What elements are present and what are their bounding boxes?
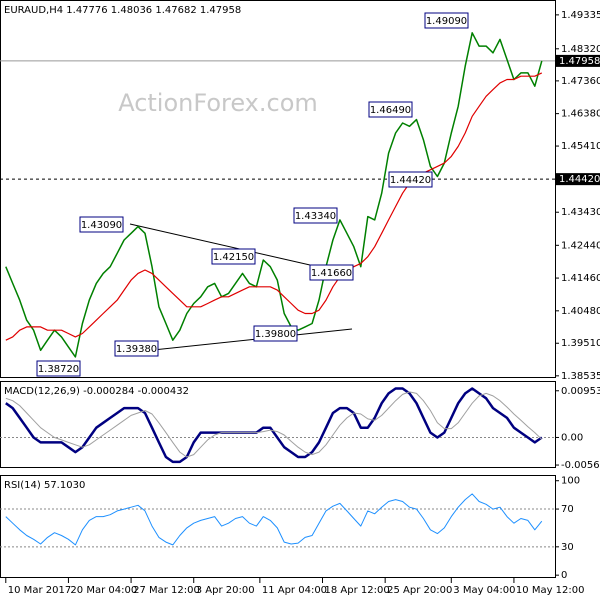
- annotation: 1.49090: [426, 16, 467, 27]
- annotation: 1.42150: [213, 252, 254, 263]
- x-tick-label: 3 Apr 20:00: [196, 585, 255, 596]
- x-tick-label: 27 Mar 12:00: [133, 585, 200, 596]
- series-line: [5, 493, 543, 546]
- annotation: 1.46490: [370, 105, 411, 116]
- series-line: [5, 32, 543, 358]
- price-tag: [556, 173, 600, 186]
- annotation-box: [114, 340, 159, 357]
- price-tag-label: 1.44420: [559, 174, 600, 185]
- series-line: [5, 391, 543, 458]
- series-line: [5, 387, 543, 464]
- annotation: 1.39800: [255, 329, 296, 340]
- y-tick-label: 1.45410: [561, 141, 600, 152]
- annotation: 1.44420: [390, 175, 431, 186]
- y-tick-label: 1.43430: [561, 207, 600, 218]
- y-tick-label: 70: [561, 504, 574, 515]
- annotation-box: [424, 12, 469, 29]
- y-tick-label: 1.41460: [561, 273, 600, 284]
- x-tick-label: 20 Mar 04:00: [70, 585, 137, 596]
- annotation: 1.39380: [116, 344, 157, 355]
- panel-frame: [0, 0, 556, 378]
- panel-title: EURAUD,H4 1.47776 1.48036 1.47682 1.4795…: [4, 5, 241, 16]
- y-tick-label: 30: [561, 542, 574, 553]
- y-tick-label: 1.42440: [561, 240, 600, 251]
- y-tick-label: 1.46380: [561, 109, 600, 120]
- price-tag-label: 1.47958: [559, 56, 600, 67]
- annotation-box: [211, 248, 256, 265]
- y-tick-label: 100: [561, 476, 580, 487]
- annotation-box: [368, 101, 413, 118]
- x-tick-label: 10 Mar 2017: [8, 585, 71, 596]
- annotation: 1.38720: [38, 364, 79, 375]
- y-tick-label: 1.40480: [561, 306, 600, 317]
- x-tick-label: 10 May 12:00: [516, 585, 585, 596]
- y-tick-label: 1.39510: [561, 338, 600, 349]
- panel-frame: [0, 381, 556, 468]
- y-tick-label: 1.38535: [561, 371, 600, 382]
- panel-title: RSI(14) 57.1030: [4, 480, 85, 491]
- y-tick-label: 0.009538: [561, 386, 600, 397]
- annotation-box: [253, 325, 298, 342]
- x-tick-label: 18 Apr 12:00: [325, 585, 390, 596]
- y-tick-label: -0.005637: [561, 460, 600, 471]
- x-tick-label: 25 Apr 20:00: [387, 585, 452, 596]
- annotation-box: [388, 171, 433, 188]
- y-tick-label: 0.00: [561, 432, 583, 443]
- panel-title: MACD(12,26,9) -0.000284 -0.000432: [4, 386, 189, 397]
- y-tick-label: 1.49335: [561, 10, 600, 21]
- x-tick-label: 3 May 04:00: [453, 585, 515, 596]
- y-tick-label: 1.48320: [561, 44, 600, 55]
- annotation: 1.41660: [311, 268, 352, 279]
- panel-frame: [0, 475, 556, 578]
- annotation: 1.43340: [295, 211, 336, 222]
- annotation-box: [79, 216, 124, 233]
- y-tick-label: 1.47360: [561, 76, 600, 87]
- trendline: [129, 223, 311, 266]
- annotation-box: [309, 264, 354, 281]
- watermark: ActionForex.com: [118, 89, 318, 117]
- y-tick-label: 0: [561, 570, 567, 581]
- price-tag: [556, 54, 600, 67]
- x-tick-label: 11 Apr 04:00: [262, 585, 327, 596]
- annotation-box: [36, 360, 81, 377]
- annotation-box: [293, 207, 338, 224]
- series-line: [5, 72, 543, 341]
- annotation: 1.43090: [81, 220, 122, 231]
